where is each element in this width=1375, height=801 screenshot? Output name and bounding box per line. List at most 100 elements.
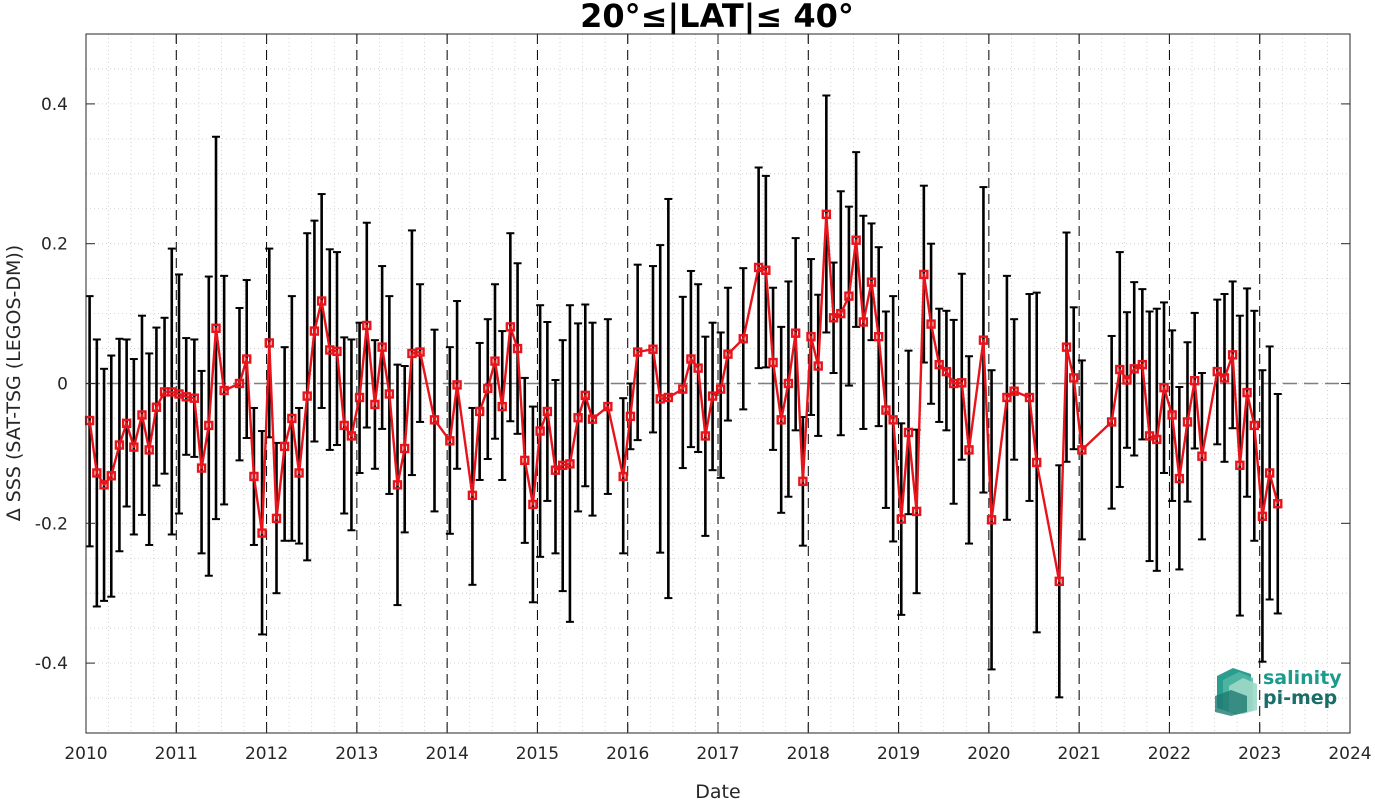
data-point (716, 384, 726, 394)
data-point (129, 442, 139, 452)
data-point (271, 513, 282, 524)
data-point (400, 443, 410, 454)
data-point (693, 363, 703, 373)
data-point (1152, 434, 1162, 445)
data-point (1061, 342, 1072, 352)
data-point (798, 476, 808, 487)
data-point (1077, 445, 1087, 455)
x-tick-label: 2012 (245, 744, 288, 764)
data-point (528, 499, 538, 510)
salinity-pi-mep-logo: salinity pi-mep (1213, 666, 1343, 718)
data-point (204, 420, 214, 431)
x-tick-label: 2014 (426, 744, 469, 764)
data-point (844, 291, 854, 301)
data-point (1106, 417, 1117, 427)
data-point (565, 459, 575, 469)
data-point (452, 380, 462, 390)
data-point (302, 391, 312, 401)
data-point (934, 359, 944, 370)
data-markers (84, 209, 1283, 587)
x-axis-label: Date (695, 781, 740, 801)
data-point (603, 401, 613, 412)
data-point (332, 346, 342, 357)
data-point (114, 440, 125, 450)
data-point (858, 317, 869, 327)
data-point (926, 319, 936, 329)
data-point (346, 431, 357, 441)
y-tick-label: -0.2 (35, 514, 68, 534)
data-point (1242, 387, 1252, 398)
data-point (1182, 417, 1193, 427)
data-point (490, 356, 500, 366)
axis-ticks (85, 34, 1351, 733)
data-point (1002, 392, 1012, 403)
data-point (1227, 350, 1238, 360)
data-point (294, 468, 304, 478)
x-tick-label: 2013 (335, 744, 378, 764)
x-tick-label: 2011 (155, 744, 198, 764)
y-tick-labels: 0.4 0.2 0 -0.2 -0.4 (35, 95, 68, 674)
data-point (851, 235, 861, 245)
data-point (1235, 460, 1245, 470)
data-point (1174, 473, 1185, 484)
data-point (768, 357, 778, 368)
data-point (377, 342, 387, 352)
data-point (316, 296, 327, 306)
logo-line1: salinity (1263, 667, 1342, 689)
x-tick-label: 2019 (877, 744, 920, 764)
data-point (474, 406, 485, 417)
data-point (384, 389, 395, 399)
data-point (1190, 376, 1200, 386)
data-point (678, 384, 688, 394)
data-point (512, 343, 523, 354)
data-point (1197, 451, 1207, 461)
data-point (309, 326, 320, 336)
x-tick-label: 2020 (967, 744, 1010, 764)
data-point (257, 528, 267, 538)
data-point (196, 463, 207, 473)
y-tick-label: -0.4 (35, 654, 68, 674)
data-point (242, 354, 252, 364)
data-point (279, 441, 290, 452)
data-point (790, 328, 801, 338)
x-tick-label: 2022 (1148, 744, 1191, 764)
data-point (625, 411, 636, 422)
data-point (234, 378, 245, 389)
data-point (99, 480, 109, 490)
data-point (1115, 364, 1125, 375)
data-point (648, 344, 658, 354)
data-point (580, 390, 590, 401)
x-tick-label: 2015 (516, 744, 559, 764)
data-point (813, 361, 823, 371)
data-point (106, 471, 116, 481)
data-point (776, 415, 786, 425)
data-point (964, 445, 974, 455)
x-tick-label: 2024 (1328, 744, 1371, 764)
data-point (874, 331, 884, 342)
data-point (287, 413, 297, 424)
data-point (354, 392, 365, 403)
data-point (1024, 392, 1035, 403)
data-point (520, 455, 530, 466)
data-point (1069, 373, 1079, 383)
data-point (550, 465, 561, 475)
data-point (483, 383, 493, 394)
data-point (189, 393, 200, 403)
data-point (1273, 499, 1283, 509)
data-point (1249, 420, 1259, 431)
data-point (1054, 576, 1064, 587)
data-point (264, 338, 274, 348)
data-point (700, 431, 711, 441)
data-point (151, 402, 162, 412)
data-point (663, 392, 674, 403)
data-point (587, 414, 598, 424)
chart-title: 20°≤|LAT|≤ 40° (580, 0, 854, 36)
data-point (888, 415, 898, 425)
x-tick-label: 2017 (696, 744, 739, 764)
data-point (429, 415, 440, 425)
data-point (1219, 373, 1230, 383)
data-point (723, 349, 733, 359)
data-point (415, 347, 425, 357)
data-point (896, 514, 906, 524)
